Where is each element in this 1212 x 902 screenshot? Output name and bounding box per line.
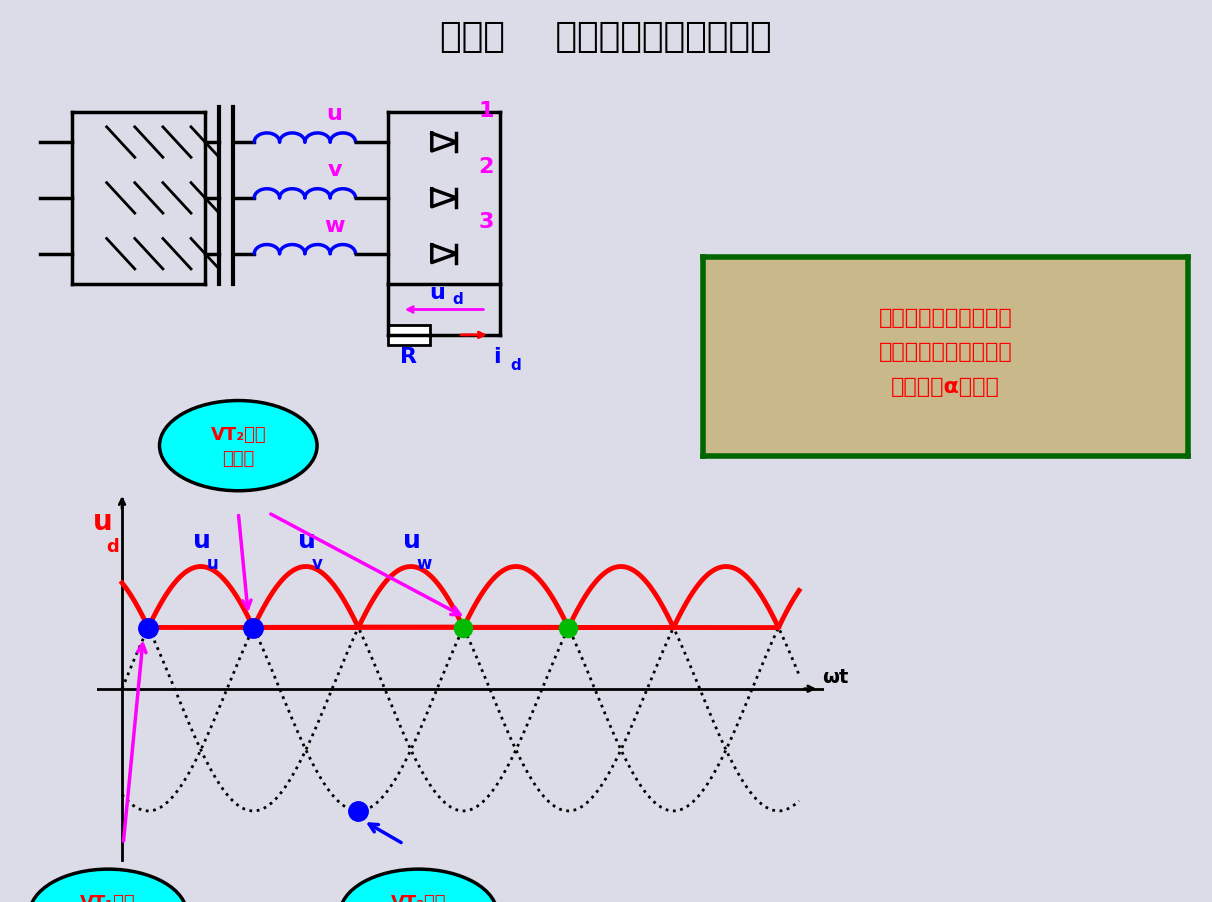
Text: VT₂控制: VT₂控制: [211, 426, 267, 444]
Text: u: u: [298, 529, 316, 553]
Text: 3: 3: [479, 212, 494, 233]
Text: 第一节    三相半波可控整流电路: 第一节 三相半波可控整流电路: [440, 20, 772, 54]
Text: u: u: [193, 529, 211, 553]
Text: u: u: [207, 555, 218, 573]
Text: u: u: [326, 105, 342, 124]
Text: d: d: [453, 292, 463, 308]
Text: 不可控整流电路的自然
换相点就是可控整流电
路控制角α的起点: 不可控整流电路的自然 换相点就是可控整流电 路控制角α的起点: [879, 308, 1012, 397]
Text: i: i: [493, 346, 501, 367]
Bar: [388, 325, 430, 345]
Ellipse shape: [339, 870, 497, 902]
Text: w: w: [324, 216, 344, 236]
Text: u: u: [93, 508, 113, 536]
Text: 角起点: 角起点: [222, 450, 255, 468]
Text: u: u: [429, 283, 445, 303]
Text: 2: 2: [479, 157, 494, 177]
Ellipse shape: [160, 400, 318, 491]
Text: w: w: [417, 555, 433, 573]
Text: u: u: [404, 529, 422, 553]
Text: 1: 1: [479, 101, 494, 121]
Text: d: d: [511, 358, 521, 373]
Text: VT₃控制: VT₃控制: [390, 895, 446, 902]
Text: v: v: [311, 555, 322, 573]
Ellipse shape: [29, 870, 187, 902]
Text: VT₁控制: VT₁控制: [80, 895, 136, 902]
Text: d: d: [107, 538, 120, 556]
Text: ωt: ωt: [822, 667, 848, 686]
Text: R: R: [400, 346, 417, 367]
Text: v: v: [327, 161, 342, 180]
